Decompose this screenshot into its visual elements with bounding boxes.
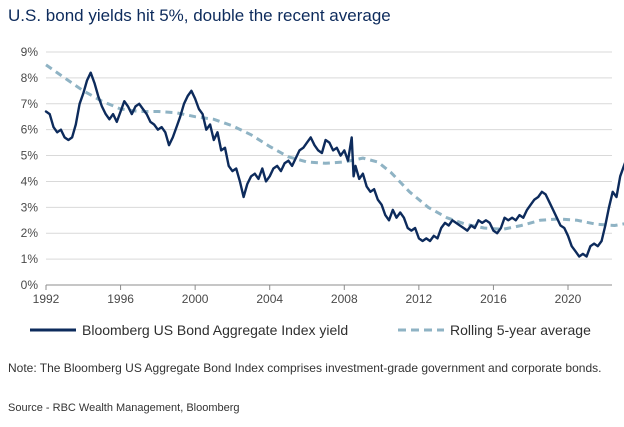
y-axis-ticks: 0% 1% 2% 3% 4% 5% 6% 7% 8% 9% (21, 45, 39, 292)
grid-lines (46, 51, 612, 260)
legend-label-yield: Bloomberg US Bond Aggregate Index yield (82, 322, 348, 338)
y-tick-label: 3% (21, 200, 39, 214)
yield-line (44, 71, 624, 258)
chart-source: Source - RBC Wealth Management, Bloomber… (8, 402, 240, 414)
y-tick-label: 7% (21, 97, 39, 111)
y-tick-label: 5% (21, 149, 39, 163)
series-lines (44, 63, 624, 258)
y-tick-label: 1% (21, 252, 39, 266)
x-tick-label: 1992 (33, 292, 60, 306)
y-tick-label: 9% (21, 45, 39, 59)
legend-label-average: Rolling 5-year average (450, 322, 591, 338)
x-tick-label: 2020 (555, 292, 582, 306)
chart-title: U.S. bond yields hit 5%, double the rece… (8, 6, 391, 25)
rolling-average-line (45, 63, 624, 231)
x-tick-label: 2000 (182, 292, 209, 306)
chart-note: Note: The Bloomberg US Aggregate Bond In… (8, 361, 602, 375)
y-tick-label: 8% (21, 71, 39, 85)
y-tick-label: 6% (21, 123, 39, 137)
x-tick-label: 2012 (406, 292, 433, 306)
y-tick-label: 0% (21, 278, 39, 292)
x-tick-label: 2008 (331, 292, 358, 306)
y-tick-label: 4% (21, 174, 39, 188)
y-tick-label: 2% (21, 226, 39, 240)
x-tick-label: 2016 (480, 292, 507, 306)
x-tick-label: 2004 (256, 292, 283, 306)
x-tick-label: 1996 (107, 292, 134, 306)
legend: Bloomberg US Bond Aggregate Index yield R… (30, 322, 591, 338)
x-axis: 1992 1996 2000 2004 2008 2012 2016 2020 (33, 284, 612, 306)
